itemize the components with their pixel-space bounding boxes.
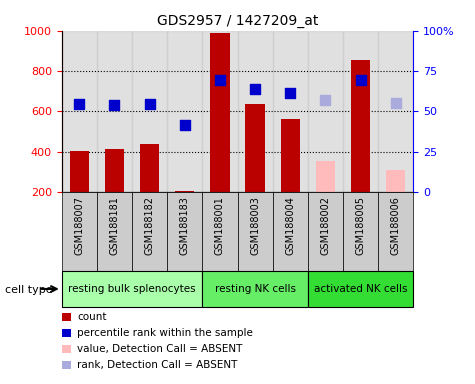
FancyBboxPatch shape [202, 192, 238, 271]
Bar [386, 170, 405, 192]
FancyBboxPatch shape [308, 271, 413, 307]
Point [286, 90, 294, 96]
FancyBboxPatch shape [202, 271, 308, 307]
Point [392, 99, 399, 106]
FancyBboxPatch shape [378, 192, 413, 271]
Bar [140, 144, 159, 192]
Bar [238, 31, 273, 192]
FancyBboxPatch shape [273, 192, 308, 271]
Text: resting bulk splenocytes: resting bulk splenocytes [68, 284, 196, 294]
Text: count: count [77, 312, 106, 322]
Text: GSM188183: GSM188183 [180, 196, 190, 255]
FancyBboxPatch shape [238, 192, 273, 271]
FancyBboxPatch shape [62, 192, 97, 271]
Text: percentile rank within the sample: percentile rank within the sample [77, 328, 253, 338]
Text: GSM188181: GSM188181 [109, 196, 120, 255]
Text: GSM188002: GSM188002 [320, 196, 331, 255]
FancyBboxPatch shape [132, 192, 167, 271]
Text: GSM188003: GSM188003 [250, 196, 260, 255]
Point [357, 77, 364, 83]
Point [251, 86, 259, 92]
Text: GSM188004: GSM188004 [285, 196, 295, 255]
Point [146, 101, 153, 107]
Bar [97, 31, 132, 192]
FancyBboxPatch shape [167, 192, 202, 271]
Text: rank, Detection Call = ABSENT: rank, Detection Call = ABSENT [77, 360, 238, 370]
Bar [105, 149, 124, 192]
Bar [132, 31, 167, 192]
Point [76, 101, 83, 107]
Text: GSM188006: GSM188006 [390, 196, 401, 255]
Point [111, 102, 118, 108]
Bar [351, 60, 370, 192]
Text: resting NK cells: resting NK cells [215, 284, 295, 294]
FancyBboxPatch shape [62, 271, 202, 307]
Point [322, 97, 329, 103]
Text: GSM188005: GSM188005 [355, 196, 366, 255]
Bar [281, 119, 300, 192]
Text: GSM188001: GSM188001 [215, 196, 225, 255]
Text: value, Detection Call = ABSENT: value, Detection Call = ABSENT [77, 344, 242, 354]
Title: GDS2957 / 1427209_at: GDS2957 / 1427209_at [157, 14, 318, 28]
FancyBboxPatch shape [343, 192, 378, 271]
Text: cell type: cell type [5, 285, 52, 295]
Bar [308, 31, 343, 192]
Bar [246, 104, 265, 192]
FancyBboxPatch shape [97, 192, 132, 271]
Bar [175, 191, 194, 192]
Bar [210, 33, 229, 192]
Bar [202, 31, 238, 192]
FancyBboxPatch shape [308, 192, 343, 271]
Bar [70, 151, 89, 192]
Point [216, 77, 224, 83]
Bar [316, 161, 335, 192]
Text: activated NK cells: activated NK cells [314, 284, 407, 294]
Bar [343, 31, 378, 192]
Bar [167, 31, 202, 192]
Text: GSM188182: GSM188182 [144, 196, 155, 255]
Text: GSM188007: GSM188007 [74, 196, 85, 255]
Bar [62, 31, 97, 192]
Point [181, 122, 189, 129]
Bar [378, 31, 413, 192]
Bar [273, 31, 308, 192]
